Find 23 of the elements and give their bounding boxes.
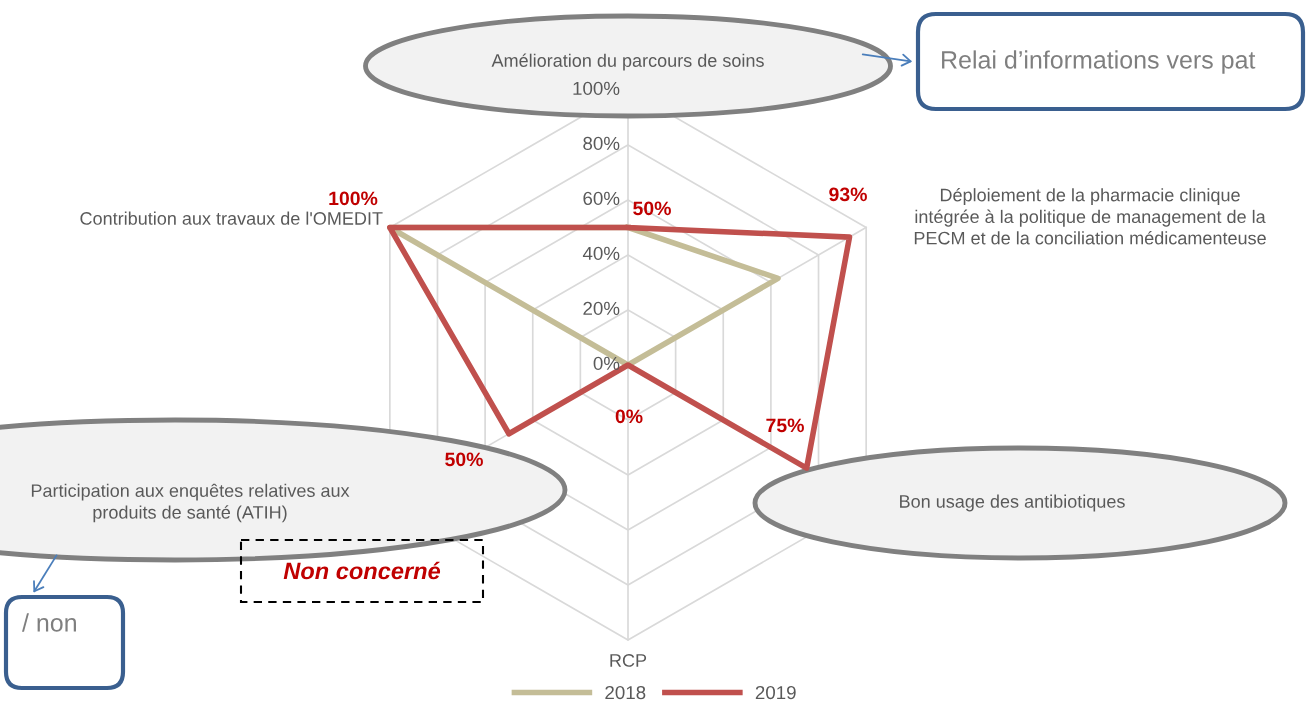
y-tick-label: 40% xyxy=(582,246,620,261)
spoke-label: RCP xyxy=(610,654,647,667)
spoke-label: Contribution aux travaux de l'OMEDIT xyxy=(80,211,383,225)
y-tick-label: 60% xyxy=(583,191,620,206)
data-label: 50% xyxy=(633,201,671,216)
data-label: 100% xyxy=(329,191,378,206)
data-label: 75% xyxy=(766,418,804,433)
data-label: 50% xyxy=(445,452,483,467)
legend-label: 2019 xyxy=(755,685,796,700)
data-label: 93% xyxy=(829,187,867,202)
text: Non concerné xyxy=(283,561,441,580)
y-tick-label: 80% xyxy=(583,136,620,151)
spoke-label: Déploiement de la pharmacie clinique intégrée à la politique de management de la PECM et de la conciliation médicamenteuse xyxy=(914,187,1266,245)
text: / non xyxy=(22,613,76,632)
spoke-label: Amélioration du parcours de soins xyxy=(491,53,764,71)
spoke-label: Bon usage des antibiotiques xyxy=(900,494,1125,512)
y-tick-label: 0% xyxy=(593,356,620,371)
text: Relai d’informations vers pat xyxy=(942,50,1256,74)
y-tick-label: 20% xyxy=(583,301,620,316)
spoke-label: Participation aux enquêtes relatives aux produits de santé (ATIH) xyxy=(31,483,350,523)
data-label: 0% xyxy=(615,409,643,424)
legend-label: 2018 xyxy=(605,685,646,700)
y-tick-label: 100% xyxy=(573,81,620,96)
